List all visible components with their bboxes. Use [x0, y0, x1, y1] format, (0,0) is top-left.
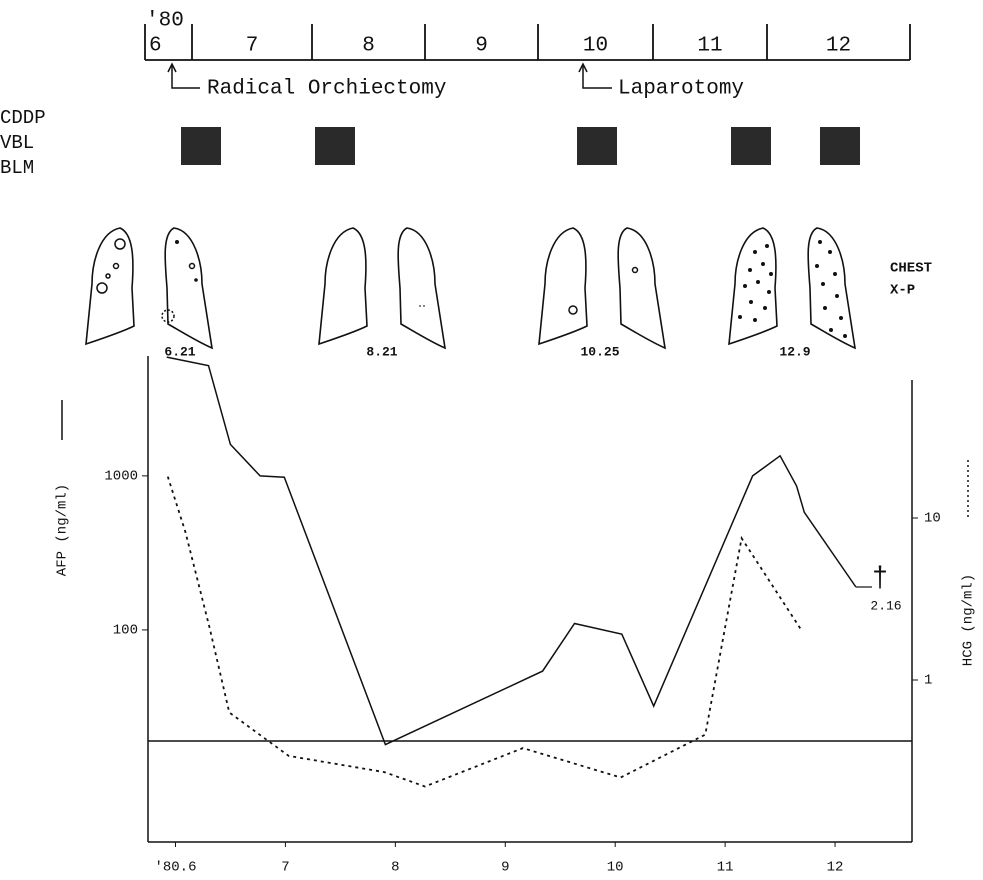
xray-drawing: [729, 228, 855, 348]
event-label: Radical Orchiectomy: [207, 78, 446, 101]
data-line: [167, 357, 856, 744]
y2-tick-label: 1: [924, 673, 932, 689]
treatment-blocks: [181, 127, 860, 165]
annotation: †: [872, 563, 889, 594]
regimen-label: VBL: [0, 132, 34, 154]
x-tick-label: 12: [827, 860, 844, 876]
x-tick-label: 7: [281, 860, 289, 876]
x-tick-label: 11: [717, 860, 734, 876]
timeline-year: '80: [146, 10, 184, 33]
y-tick-label: 1000: [104, 469, 138, 485]
xray-date: 8.21: [366, 344, 397, 359]
timeline-month: 10: [583, 35, 608, 58]
x-tick-label: '80.6: [154, 860, 196, 876]
event-label: Laparotomy: [618, 78, 744, 101]
xray-drawing: [539, 228, 665, 348]
annotation: 2.16: [870, 598, 901, 613]
y2-axis-label: HCG (ng/ml): [961, 574, 977, 666]
y2-tick-label: 10: [924, 511, 941, 527]
timeline-month: 6: [149, 35, 162, 58]
y-tick-label: 100: [113, 623, 138, 639]
timeline-month: 9: [475, 35, 488, 58]
x-tick-label: 9: [501, 860, 509, 876]
regimen-label: CDDP: [0, 107, 46, 129]
xray-label: X-P: [890, 283, 915, 299]
regimen-label: BLM: [0, 157, 34, 179]
xray-date: 12.9: [779, 344, 810, 359]
x-tick-label: 10: [607, 860, 624, 876]
xray-drawing: [86, 228, 212, 348]
xray-date: 10.25: [580, 344, 619, 359]
xray-drawing: [319, 228, 445, 348]
timeline-month: 12: [826, 35, 851, 58]
x-tick-label: 8: [391, 860, 399, 876]
timeline-month: 8: [362, 35, 375, 58]
timeline-month: 11: [697, 35, 722, 58]
xray-label: CHEST: [890, 261, 932, 277]
y-axis-label: AFP (ng/ml): [55, 484, 71, 576]
chart: '806 7 8 9 10 11 12 Radical Orchiectomy Laparoto…: [0, 0, 983, 880]
timeline-month: 7: [246, 35, 259, 58]
data-line: [168, 477, 802, 787]
